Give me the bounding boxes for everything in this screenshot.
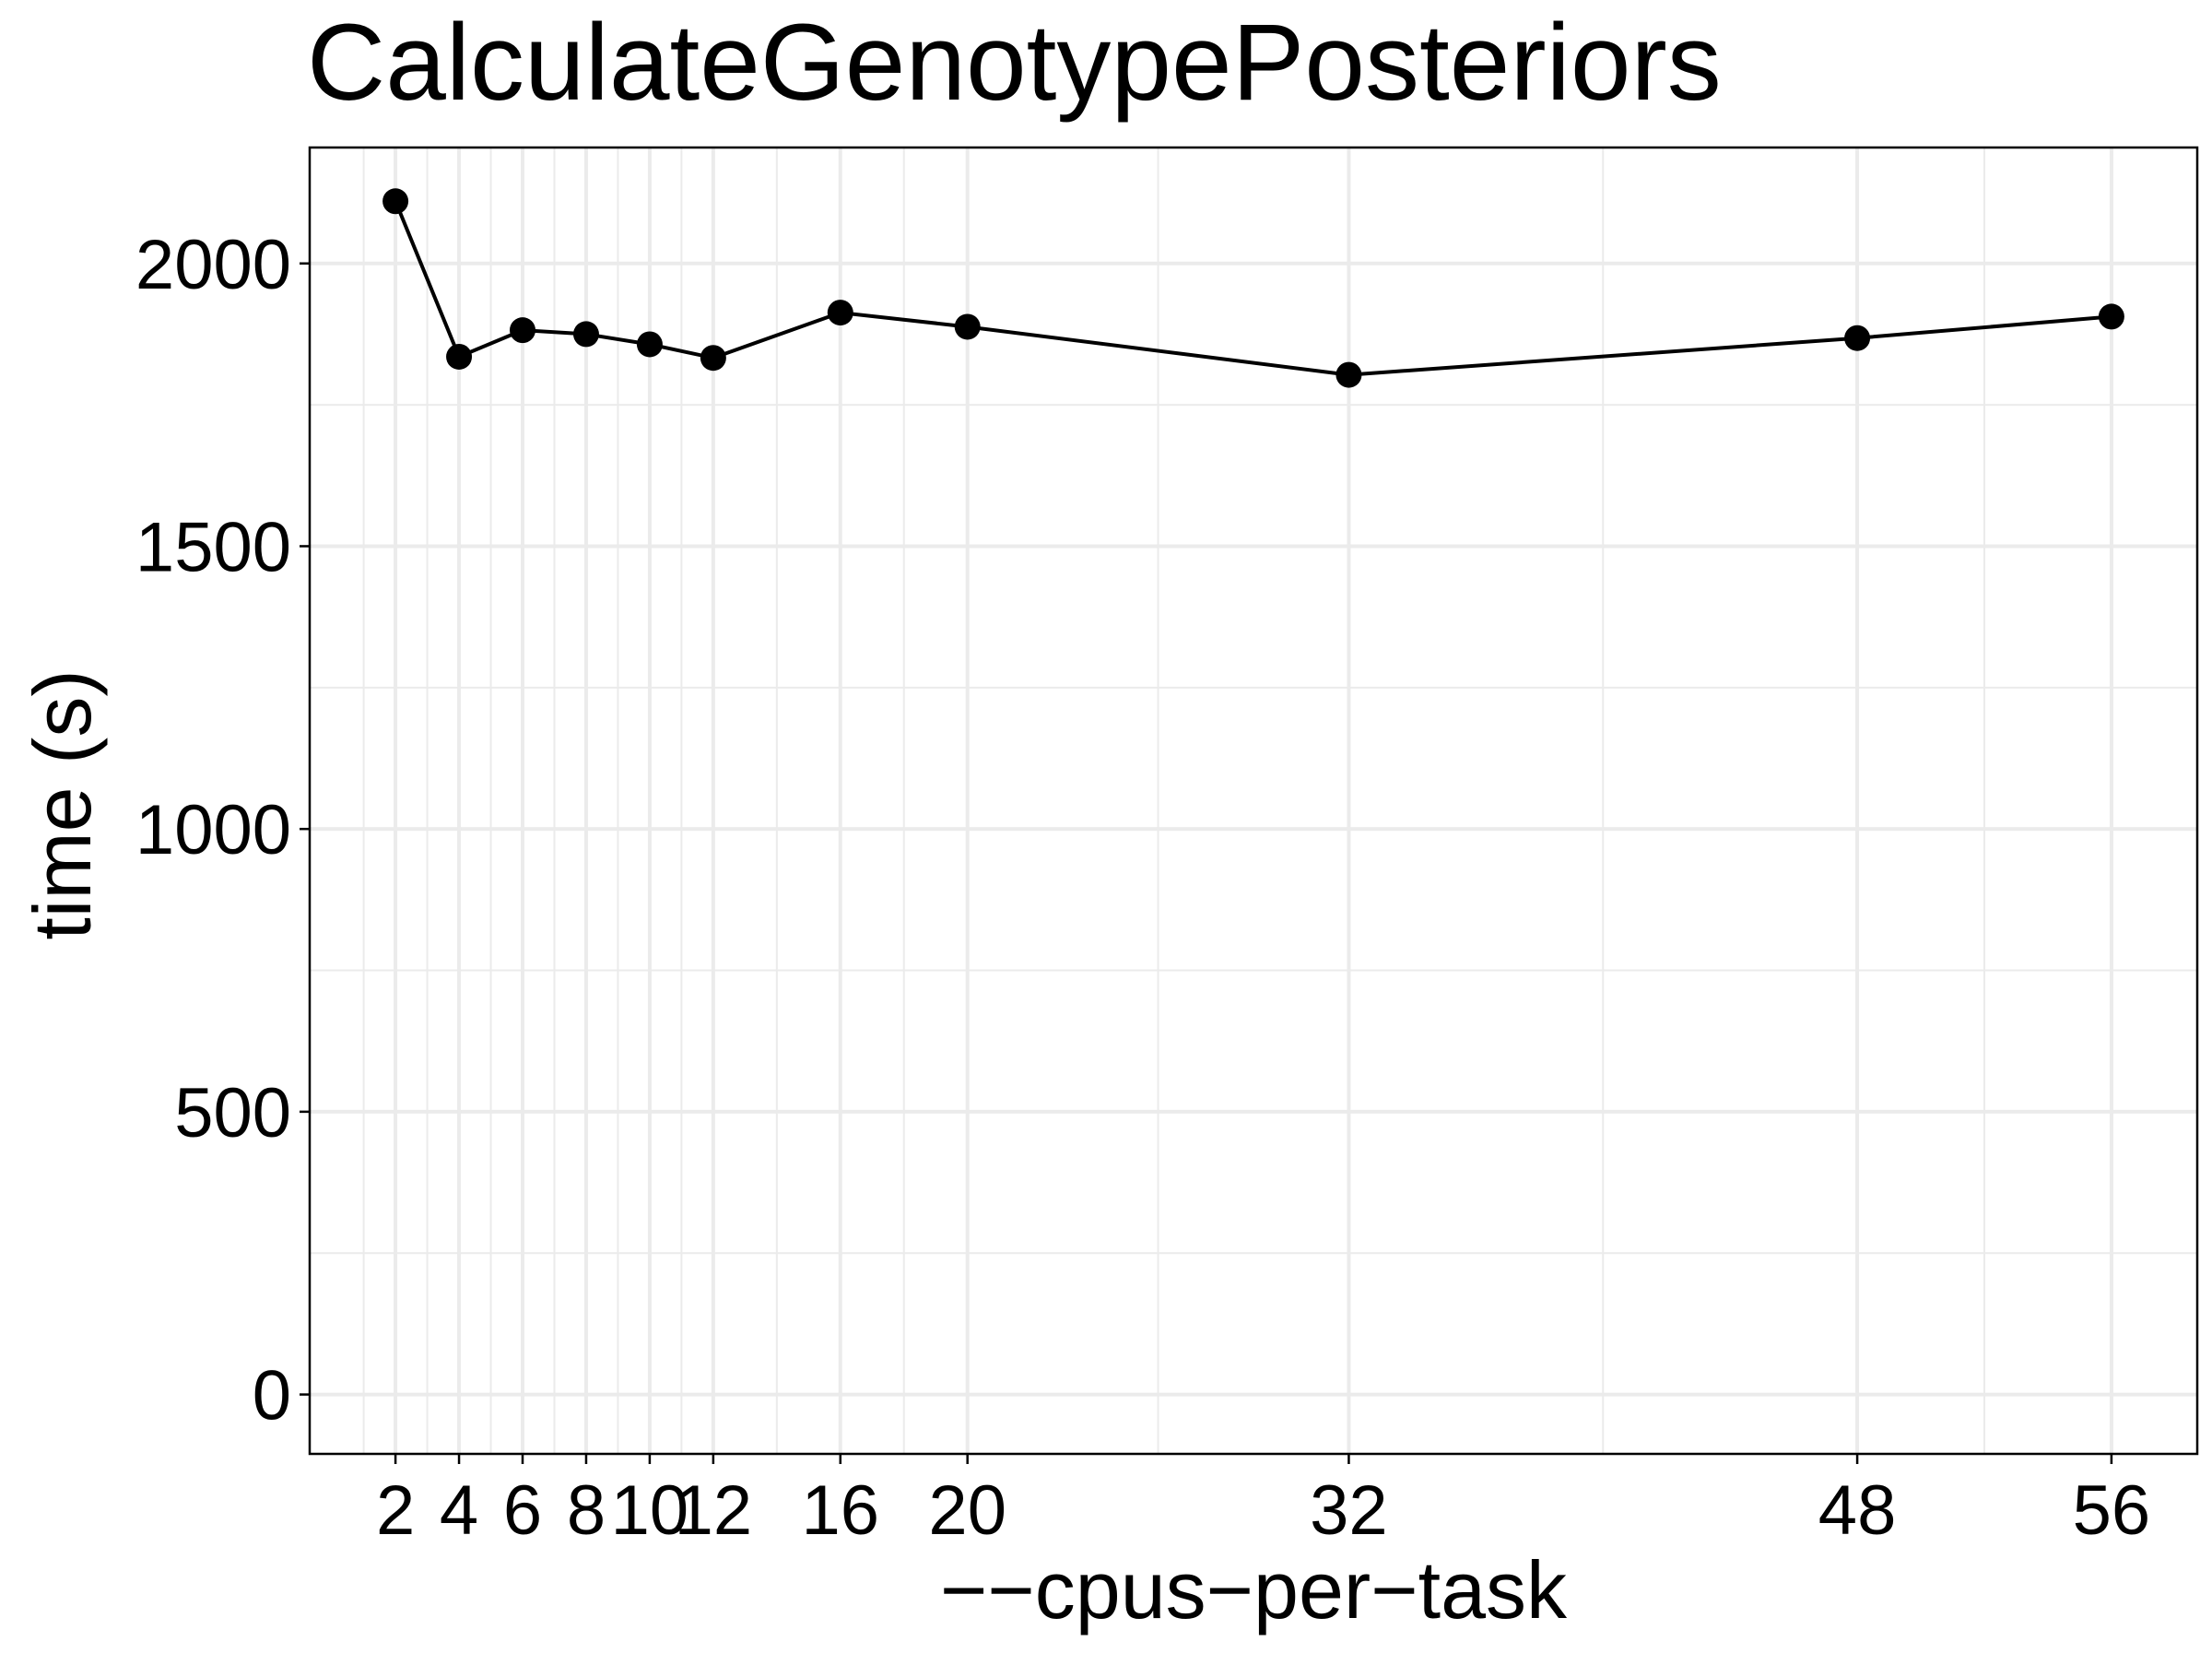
data-point [827,300,853,326]
x-tick-label: 8 [567,1471,606,1550]
series-layer [382,188,2124,388]
x-tick-label: 32 [1310,1471,1388,1550]
x-tick-label: 16 [802,1471,880,1550]
chart-title: CalculateGenotypePosteriors [307,2,1722,124]
data-point [572,321,599,348]
y-tick-label: 1500 [135,508,291,586]
x-tick-label: 4 [440,1471,478,1550]
data-point [954,313,981,340]
data-point [446,343,473,370]
y-tick-label: 2000 [135,226,291,304]
grid-layer [310,148,2197,1454]
y-axis-title: time (s) [17,669,108,939]
data-point [700,345,726,372]
x-tick-label: 56 [2073,1471,2151,1550]
panel-border [308,146,2199,1456]
y-tick-label: 0 [253,1357,291,1435]
data-point [1335,361,1362,388]
x-tick-label: 48 [1818,1471,1897,1550]
y-tick-label: 500 [174,1074,291,1152]
x-tick-label: 20 [928,1471,1006,1550]
data-point [2098,303,2124,330]
data-point [1844,325,1871,351]
x-tick-label: 10 [611,1471,689,1550]
x-tick-label: 2 [376,1471,415,1550]
x-tick-label: 6 [503,1471,542,1550]
y-tick-label: 1000 [135,791,291,869]
data-point [636,331,663,358]
data-point [382,188,409,215]
data-point [510,317,536,344]
x-tick-label: 12 [675,1471,753,1550]
x-axis-title: −−cpus−per−task [940,1544,1568,1635]
